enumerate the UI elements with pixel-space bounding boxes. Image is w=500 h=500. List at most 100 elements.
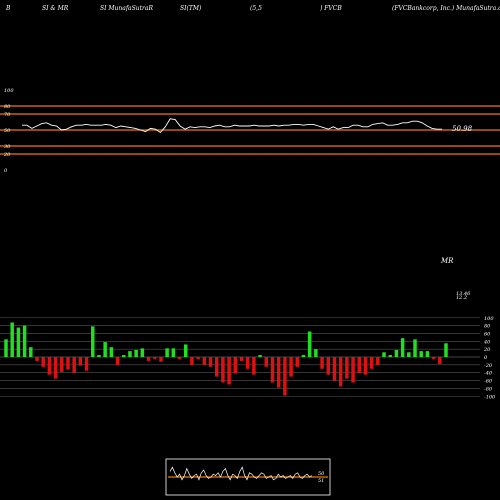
mr-bar — [320, 357, 324, 369]
rsi-tick-label: 80 — [4, 104, 11, 110]
mr-bar — [233, 357, 238, 374]
mr-bar — [146, 357, 151, 361]
mr-bar — [283, 357, 287, 396]
mr-bar — [431, 357, 436, 359]
mr-bar — [196, 357, 200, 359]
mr-bar — [407, 352, 411, 357]
mr-bar — [326, 357, 331, 375]
mr-bar — [270, 357, 275, 383]
mr-bar — [444, 343, 448, 357]
mr-bar — [66, 357, 70, 370]
mr-bar — [400, 338, 405, 357]
rsi-tick-label: 70 — [4, 112, 11, 118]
mr-bar — [35, 357, 39, 361]
mr-bar — [338, 357, 343, 387]
header-cell-2: SI MunafaSutraR — [100, 5, 153, 12]
mr-tick-label: -80 — [484, 386, 493, 392]
mr-bar — [357, 357, 361, 373]
mr-bar — [239, 357, 244, 361]
mr-bar — [208, 357, 213, 367]
mr-bar — [60, 357, 64, 372]
mr-bar — [97, 355, 101, 357]
mr-bar — [109, 347, 114, 357]
mr-bar — [245, 357, 250, 369]
mr-bar — [382, 352, 386, 357]
mr-bar — [221, 357, 225, 383]
header-cell-0: B — [6, 5, 11, 12]
mr-bar — [369, 357, 374, 369]
mr-bar — [295, 357, 300, 367]
mr-bar — [140, 348, 145, 357]
rsi-tick-label: 0 — [4, 168, 8, 174]
rsi-tick-label: 50 — [4, 128, 11, 134]
mr-bar — [276, 357, 281, 388]
mr-bar — [159, 357, 163, 362]
header-cell-1: SI & MR — [42, 5, 69, 12]
mr-bar — [115, 357, 120, 365]
mini-right-label-1: 51 — [318, 478, 324, 484]
mr-bar — [202, 357, 207, 365]
mr-bar — [29, 347, 33, 357]
mr-bar — [134, 349, 138, 357]
mr-bar — [394, 349, 399, 357]
mr-value-label-1: 12.2 — [456, 295, 467, 301]
mr-bar — [345, 357, 349, 379]
mr-bar — [4, 339, 8, 357]
mr-bar — [190, 357, 194, 365]
mr-bar — [78, 357, 83, 366]
mr-bar — [10, 322, 14, 357]
mr-tick-label: 40 — [483, 339, 491, 345]
mr-bar — [53, 357, 58, 379]
mr-bar — [41, 357, 45, 367]
rsi-tick-label: 20 — [3, 152, 11, 158]
mr-bar — [152, 357, 157, 359]
header-cell-5: ) FVCB — [320, 5, 342, 12]
rsi-tick-label: 30 — [4, 144, 11, 150]
mr-bar — [332, 357, 337, 381]
mr-bar — [301, 355, 306, 357]
mr-bar — [72, 357, 76, 373]
mr-tick-label: -60 — [484, 379, 493, 385]
mr-value-label-0: 13.46 — [456, 291, 471, 297]
mr-tick-label: 60 — [484, 331, 491, 337]
mr-tick-label: 0 — [484, 355, 488, 361]
mr-bar — [103, 342, 107, 357]
mr-tick-label: -20 — [484, 363, 493, 369]
mr-tick-label: 100 — [484, 316, 494, 322]
mr-bar — [177, 357, 182, 359]
mr-bar — [171, 348, 176, 357]
mr-bar — [363, 357, 368, 375]
rsi-panel: 100 80 70 50 30 20 0 50.98 — [0, 88, 500, 174]
header-cell-4: (5,5 — [250, 5, 262, 12]
header-cell-6: (FVCBankcorp, Inc.) MunafaSutra.com — [392, 5, 500, 12]
rsi-tick-label: 100 — [4, 88, 14, 94]
mr-bar — [289, 357, 293, 377]
mr-bar — [22, 325, 27, 357]
mr-bar — [264, 357, 269, 367]
header-cell-3: SI(TM) — [180, 5, 202, 12]
mr-title: MR — [440, 257, 454, 265]
mr-bar — [413, 339, 417, 357]
mr-bar — [227, 357, 231, 385]
mini-right-label-0: 50 — [318, 471, 325, 477]
mr-bar — [388, 355, 392, 357]
mr-bar — [258, 355, 262, 357]
mr-bar — [165, 348, 169, 357]
mr-bar — [84, 357, 89, 371]
mr-bar — [16, 327, 21, 357]
mr-tick-label: 20 — [483, 347, 491, 353]
mr-bar — [128, 351, 132, 357]
mr-bar — [438, 357, 442, 365]
mr-tick-label: -40 — [484, 371, 493, 377]
mr-bar — [425, 351, 430, 357]
mini-series-line — [169, 466, 313, 481]
mr-bar — [183, 344, 188, 357]
mr-bar — [314, 349, 318, 357]
mr-bar — [376, 357, 380, 365]
mr-bar — [91, 326, 95, 357]
mr-bar — [47, 357, 52, 375]
mr-bar — [307, 331, 312, 357]
rsi-last-value-label: 50.98 — [452, 125, 473, 133]
